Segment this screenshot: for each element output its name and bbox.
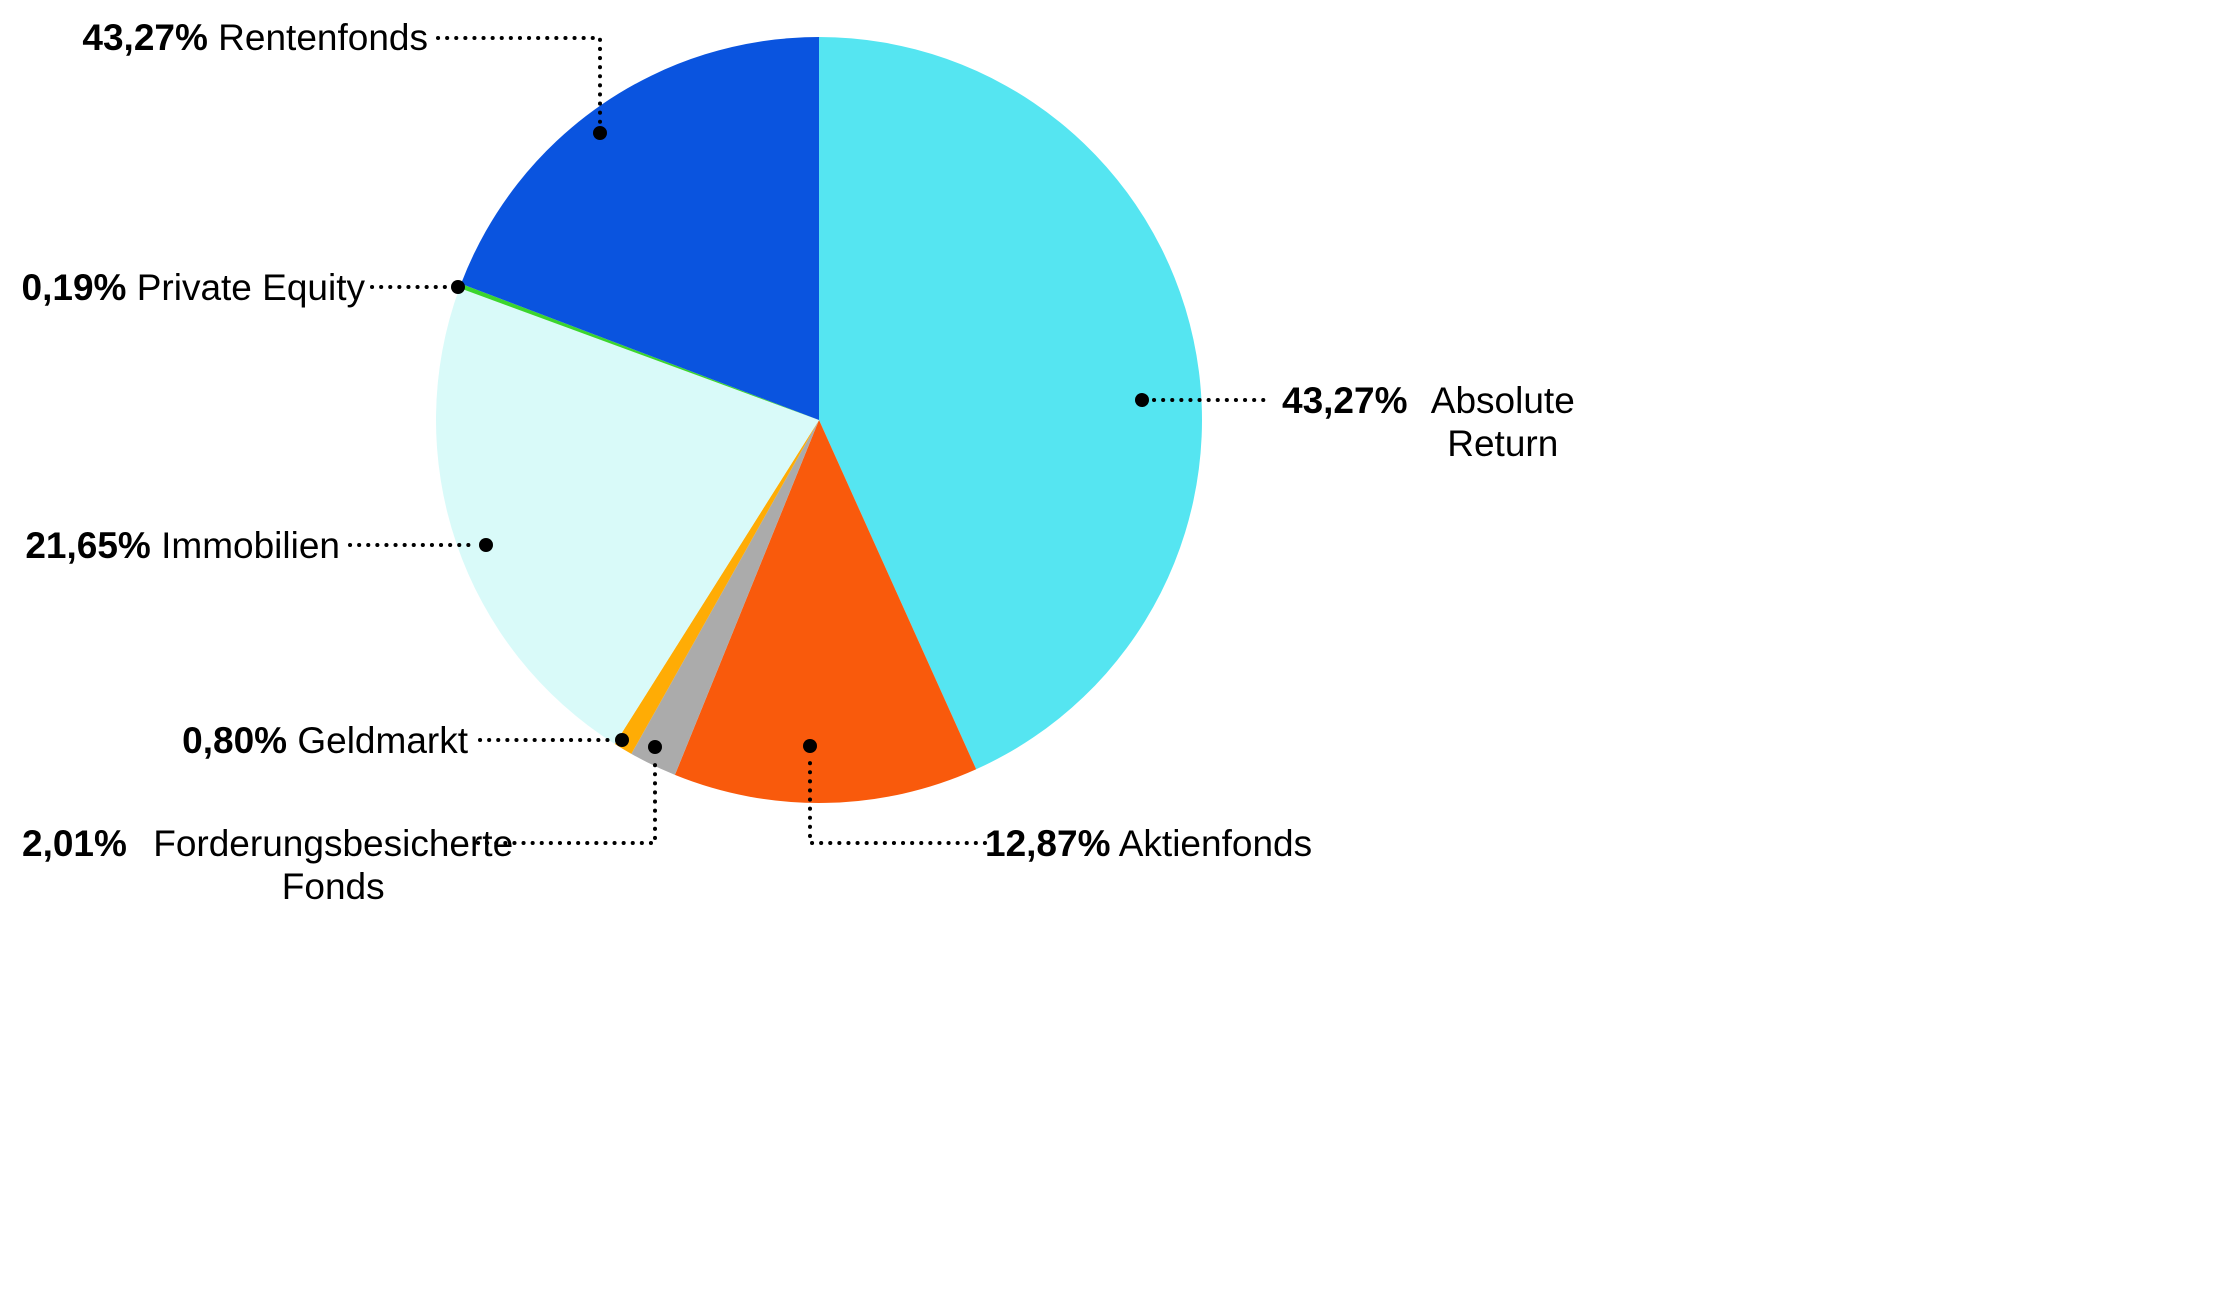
leader-dots [451,126,1149,754]
label-geldmarkt-name: Geldmarkt [297,720,468,761]
pie-slice-forderungsbesicherte-fonds [631,420,819,775]
label-geldmarkt: 0,80% Geldmarkt [0,719,468,762]
marker-dot-absolute-return [1135,393,1149,407]
pie-slice-aktienfonds [674,420,977,803]
label-rentenfonds: 43,27% Rentenfonds [0,16,428,59]
label-private-equity-percent: 0,19% [21,267,127,308]
pie-slice-private-equity [459,283,819,420]
marker-dot-forderungsbesicherte-fonds [648,740,662,754]
label-forderungsbesicherte-fonds-percent: 2,01% [22,823,127,864]
label-forderungsbesicherte-fonds-name: Forderungsbesicherte Fonds [153,823,514,907]
label-private-equity: 0,19% Private Equity [0,266,365,309]
label-absolute-return-percent: 43,27% [1282,380,1408,421]
marker-dot-immobilien [479,538,493,552]
pie [435,37,1202,803]
label-immobilien-name: Immobilien [161,525,340,566]
leader-lines [348,36,1270,845]
label-absolute-return: 43,27% Absolute Return [1282,379,1588,465]
label-immobilien: 21,65% Immobilien [0,524,340,567]
label-aktienfonds-name: Aktienfonds [1118,823,1313,864]
marker-dot-private-equity [451,280,465,294]
label-geldmarkt-percent: 0,80% [182,720,288,761]
label-private-equity-name: Private Equity [136,267,365,308]
label-aktienfonds-percent: 12,87% [985,823,1111,864]
pie-slice-geldmarkt [614,420,819,754]
pie-slice-immobilien [435,288,819,745]
label-rentenfonds-percent: 43,27% [82,17,208,58]
label-forderungsbesicherte-fonds: 2,01% Forderungsbesicherte Fonds [22,822,529,908]
pie-slice-rentenfonds [461,37,819,420]
leader-line-rentenfonds [436,36,602,124]
marker-dot-aktienfonds [803,739,817,753]
marker-dot-geldmarkt [615,733,629,747]
label-immobilien-percent: 21,65% [25,525,151,566]
label-rentenfonds-name: Rentenfonds [218,17,428,58]
marker-dot-rentenfonds [593,126,607,140]
leader-line-aktienfonds [808,755,987,845]
pie-slice-absolute-return [819,37,1202,770]
label-absolute-return-name: Absolute Return [1430,380,1575,464]
label-aktienfonds: 12,87% Aktienfonds [985,822,1312,865]
